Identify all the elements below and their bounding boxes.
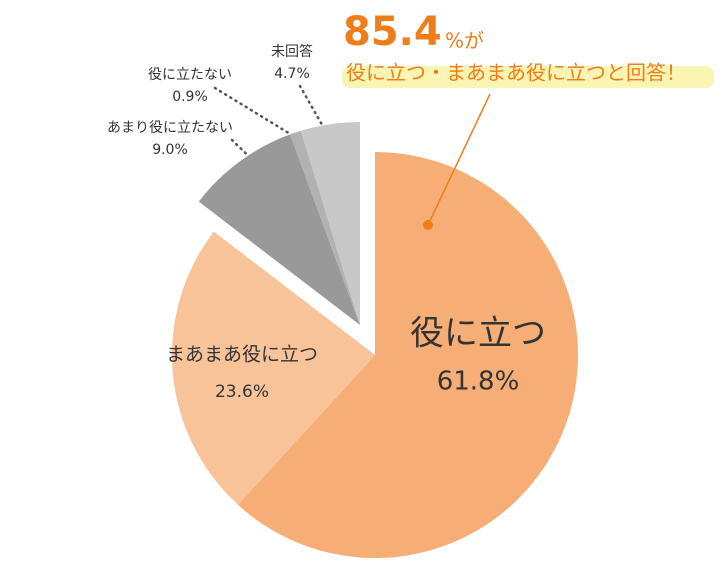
- value-label: 23.6%: [215, 382, 269, 402]
- highlight: [342, 66, 714, 88]
- value-label: 0.9%: [172, 89, 208, 105]
- slice-label: 役に立つ: [410, 314, 546, 354]
- annotation-leader: [427, 93, 491, 226]
- pie-slice: [237, 152, 579, 558]
- slice-label: 未回答: [271, 43, 313, 60]
- slice-label: あまり役に立たない: [107, 120, 233, 136]
- pie-slice: [172, 231, 375, 505]
- pie-slice: [290, 130, 360, 325]
- pie-slice: [198, 134, 360, 325]
- slice-label: まあまあ役に立つ: [166, 344, 318, 366]
- annotation-number: 85.4: [343, 9, 442, 55]
- annotation-unit: %が: [445, 29, 484, 53]
- value-label: 4.7%: [274, 66, 310, 82]
- annotation-dot: [423, 220, 433, 230]
- value-label: 9.0%: [152, 142, 188, 158]
- pie-slice: [300, 122, 360, 325]
- slice-label: 役に立たない: [148, 67, 232, 83]
- value-label: 61.8%: [437, 367, 520, 397]
- annotation-text: 役に立つ・まあまあ役に立つと回答！: [346, 61, 686, 85]
